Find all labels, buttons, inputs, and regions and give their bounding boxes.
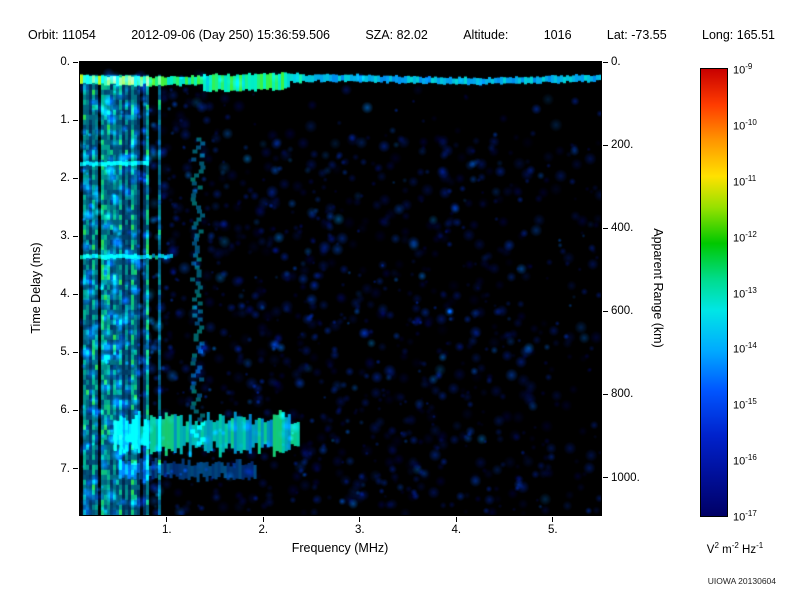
y-tick-label-left: 1. [60,114,70,127]
spectrogram-canvas [79,61,602,516]
colorbar-tick-label: 10-17 [733,509,757,524]
header-orbit: Orbit: 11054 [28,28,96,42]
colorbar-units-label: V2 m-2 Hz-1 [706,541,764,556]
header-long: Long: 165.51 [702,28,775,42]
y-tick-label-right: 800. [611,388,634,401]
watermark: UIOWA 20130604 [707,576,776,586]
y-tick-label-left: 2. [60,172,70,185]
x-tick-mark [262,517,264,522]
y-tick-mark-left [73,409,78,411]
y-tick-label-left: 0. [60,56,70,68]
x-tick-label: 3. [354,524,365,536]
x-axis-label: Frequency (MHz) [291,541,389,555]
y-tick-mark-right [603,310,608,312]
colorbar-tick-label: 10-12 [733,229,757,245]
y-axis-label-right: Apparent Range (km) [651,228,665,348]
y-tick-mark-right [603,61,608,63]
x-tick-mark [455,517,457,522]
header-altitude-value: 1016 [543,28,572,42]
x-tick-label: 2. [258,524,269,536]
y-tick-label-left: 4. [60,288,70,301]
y-tick-mark-left [73,351,78,353]
colorbar-tick-label: 10-10 [733,117,757,133]
colorbar-tick-label: 10-16 [733,453,757,468]
y-tick-mark-left [73,468,78,470]
y-tick-mark-left [73,177,78,179]
y-tick-mark-left [73,119,78,121]
y-tick-label-left: 6. [60,404,70,417]
header-sza: SZA: 82.02 [365,28,428,42]
y-tick-label-right: 1000. [611,471,640,484]
header-altitude-label: Altitude: [463,28,509,42]
y-tick-label-right: 200. [611,139,634,152]
y-tick-mark-left [73,61,78,63]
x-tick-label: 5. [547,524,558,536]
y-tick-label-left: 3. [60,230,70,243]
x-tick-mark [166,517,168,522]
header-datetime: 2012-09-06 (Day 250) 15:36:59.506 [131,28,330,42]
y-tick-label-left: 7. [60,462,70,475]
colorbar-tick-label: 10-13 [733,285,757,301]
y-tick-label-right: 600. [611,305,634,318]
y-tick-mark-right [603,477,608,479]
x-tick-mark [552,517,554,522]
colorbar-tick-label: 10-14 [733,341,757,357]
y-tick-mark-right [603,393,608,395]
x-tick-mark [359,517,361,522]
y-tick-mark-left [73,293,78,295]
colorbar [700,68,728,517]
colorbar-tick-label: 10-15 [733,397,757,412]
colorbar-tick-label: 10-9 [733,62,753,77]
y-tick-mark-right [603,227,608,229]
y-tick-label-right: 0. [611,56,621,68]
y-tick-label-left: 5. [60,346,70,359]
x-tick-label: 1. [162,524,172,536]
header: Orbit: 11054 2012-09-06 (Day 250) 15:36:… [28,28,775,42]
x-tick-label: 4. [451,524,462,536]
y-tick-mark-left [73,235,78,237]
y-tick-label-right: 400. [611,222,634,235]
y-tick-mark-right [603,144,608,146]
header-lat: Lat: -73.55 [606,28,667,42]
colorbar-tick-label: 10-11 [733,173,757,189]
